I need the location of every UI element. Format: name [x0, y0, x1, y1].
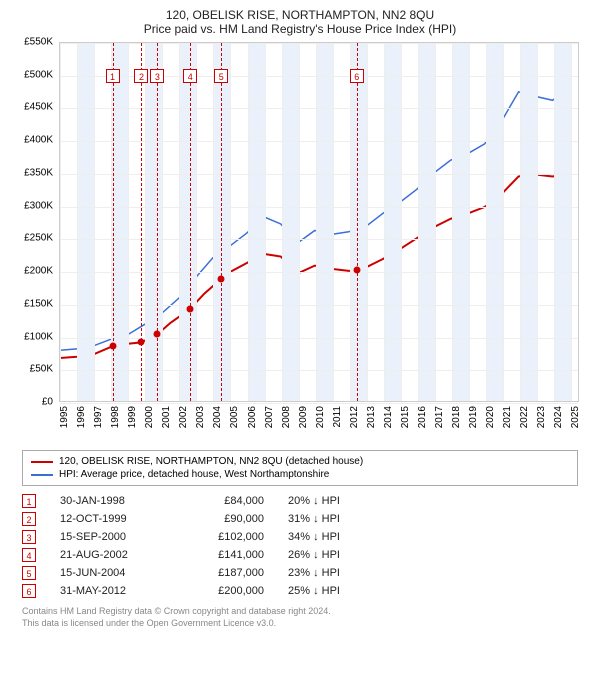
capture-price: £187,000 — [184, 567, 264, 579]
capture-price: £90,000 — [184, 513, 264, 525]
capture-price: £141,000 — [184, 549, 264, 561]
capture-row: 3 15-SEP-2000 £102,000 34% ↓ HPI — [22, 528, 578, 546]
capture-id: 3 — [22, 530, 36, 544]
capture-diff: 23% ↓ HPI — [288, 567, 378, 579]
capture-diff: 26% ↓ HPI — [288, 549, 378, 561]
capture-date: 31-MAY-2012 — [60, 585, 160, 597]
capture-row: 4 21-AUG-2002 £141,000 26% ↓ HPI — [22, 546, 578, 564]
capture-row: 5 15-JUN-2004 £187,000 23% ↓ HPI — [22, 564, 578, 582]
capture-diff: 25% ↓ HPI — [288, 585, 378, 597]
capture-marker: 5 — [214, 69, 228, 83]
footer-line: This data is licensed under the Open Gov… — [22, 618, 578, 630]
plot-area: 123 4 5 6 — [59, 42, 579, 402]
capture-row: 6 31-MAY-2012 £200,000 25% ↓ HPI — [22, 582, 578, 600]
y-tick-label: £0 — [42, 397, 53, 408]
y-tick-label: £500K — [24, 69, 53, 80]
capture-marker: 6 — [350, 69, 364, 83]
y-tick-label: £550K — [24, 37, 53, 48]
legend: 120, OBELISK RISE, NORTHAMPTON, NN2 8QU … — [22, 450, 578, 486]
capture-marker: 2 — [134, 69, 148, 83]
legend-item: 120, OBELISK RISE, NORTHAMPTON, NN2 8QU … — [31, 455, 569, 468]
capture-dot — [109, 343, 116, 350]
capture-id: 2 — [22, 512, 36, 526]
capture-marker: 3 — [150, 69, 164, 83]
capture-dot — [218, 275, 225, 282]
capture-dot — [138, 339, 145, 346]
y-tick-label: £450K — [24, 102, 53, 113]
capture-price: £84,000 — [184, 495, 264, 507]
y-tick-label: £150K — [24, 298, 53, 309]
x-tick-label: 2025 — [570, 406, 600, 428]
legend-label: HPI: Average price, detached house, West… — [59, 469, 329, 480]
capture-id: 1 — [22, 494, 36, 508]
y-tick-label: £350K — [24, 167, 53, 178]
page-title: 120, OBELISK RISE, NORTHAMPTON, NN2 8QU — [10, 8, 590, 22]
footer-line: Contains HM Land Registry data © Crown c… — [22, 606, 578, 618]
capture-diff: 34% ↓ HPI — [288, 531, 378, 543]
capture-id: 4 — [22, 548, 36, 562]
y-tick-label: £200K — [24, 266, 53, 277]
capture-marker: 4 — [183, 69, 197, 83]
capture-dot — [154, 331, 161, 338]
x-axis: 1995199619971998199920002001200220032004… — [59, 402, 579, 442]
capture-date: 12-OCT-1999 — [60, 513, 160, 525]
capture-date: 15-JUN-2004 — [60, 567, 160, 579]
capture-date: 30-JAN-1998 — [60, 495, 160, 507]
capture-row: 1 30-JAN-1998 £84,000 20% ↓ HPI — [22, 492, 578, 510]
capture-id: 5 — [22, 566, 36, 580]
legend-item: HPI: Average price, detached house, West… — [31, 468, 569, 481]
footer: Contains HM Land Registry data © Crown c… — [22, 606, 578, 629]
y-axis: £0£50K£100K£150K£200K£250K£300K£350K£400… — [15, 42, 59, 402]
y-tick-label: £300K — [24, 200, 53, 211]
capture-date: 15-SEP-2000 — [60, 531, 160, 543]
capture-dot — [353, 267, 360, 274]
capture-diff: 20% ↓ HPI — [288, 495, 378, 507]
capture-marker: 1 — [106, 69, 120, 83]
price-chart: £0 £50K £100K £150K £200K £250K £300K £350K £400… — [15, 42, 585, 442]
capture-row: 2 12-OCT-1999 £90,000 31% ↓ HPI — [22, 510, 578, 528]
capture-price: £200,000 — [184, 585, 264, 597]
capture-id: 6 — [22, 584, 36, 598]
capture-date: 21-AUG-2002 — [60, 549, 160, 561]
y-tick-label: £400K — [24, 135, 53, 146]
legend-label: 120, OBELISK RISE, NORTHAMPTON, NN2 8QU … — [59, 456, 363, 467]
y-tick-label: £250K — [24, 233, 53, 244]
capture-table: 1 30-JAN-1998 £84,000 20% ↓ HPI 2 12-OCT-1999… — [22, 492, 578, 600]
capture-diff: 31% ↓ HPI — [288, 513, 378, 525]
y-tick-label: £100K — [24, 331, 53, 342]
page-subtitle: Price paid vs. HM Land Registry's House … — [10, 22, 590, 36]
capture-price: £102,000 — [184, 531, 264, 543]
y-tick-label: £50K — [30, 364, 53, 375]
capture-dot — [187, 305, 194, 312]
